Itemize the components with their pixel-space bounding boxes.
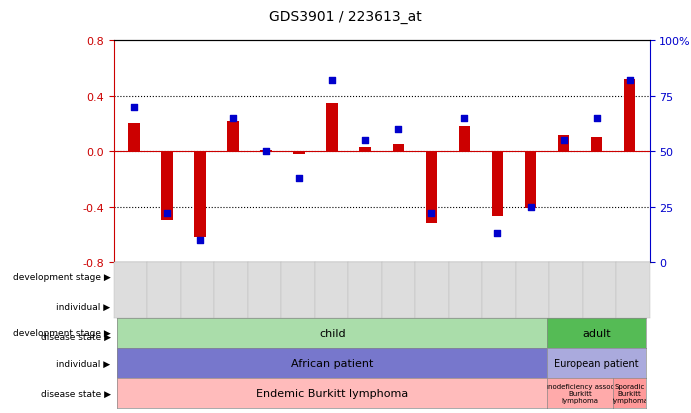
Bar — [624, 80, 636, 152]
Bar — [227, 121, 239, 152]
Point — [492, 230, 503, 237]
Text: development stage ▶: development stage ▶ — [13, 329, 111, 337]
Point — [261, 149, 272, 155]
Bar — [392, 145, 404, 152]
Bar — [459, 127, 470, 152]
Point — [624, 78, 635, 84]
Text: individual ▶: individual ▶ — [57, 302, 111, 311]
Bar — [326, 103, 338, 152]
Text: GDS3901 / 223613_at: GDS3901 / 223613_at — [269, 10, 422, 24]
Point — [194, 237, 205, 244]
Point — [558, 138, 569, 144]
Text: child: child — [319, 328, 346, 338]
Bar — [524, 152, 536, 209]
Bar — [261, 150, 272, 152]
Point — [294, 175, 305, 182]
Point — [360, 138, 371, 144]
Text: development stage ▶: development stage ▶ — [13, 273, 111, 282]
Text: disease state ▶: disease state ▶ — [41, 332, 111, 341]
Text: adult: adult — [583, 328, 611, 338]
Bar — [492, 152, 503, 217]
Point — [162, 210, 173, 217]
Point — [426, 210, 437, 217]
Text: Endemic Burkitt lymphoma: Endemic Burkitt lymphoma — [256, 388, 408, 399]
Point — [227, 115, 238, 122]
Point — [525, 204, 536, 210]
Point — [459, 115, 470, 122]
Text: African patient: African patient — [291, 358, 373, 368]
Bar — [161, 152, 173, 221]
Point — [392, 126, 404, 133]
Text: Immunodeficiency associated
Burkitt
lymphoma: Immunodeficiency associated Burkitt lymp… — [528, 383, 632, 404]
Text: disease state ▶: disease state ▶ — [41, 389, 111, 398]
Bar — [194, 152, 206, 237]
Point — [591, 115, 602, 122]
Bar — [359, 147, 371, 152]
Point — [129, 104, 140, 111]
Bar — [591, 138, 603, 152]
Text: Sporadic
Burkitt
lymphoma: Sporadic Burkitt lymphoma — [612, 383, 648, 404]
Text: individual ▶: individual ▶ — [57, 359, 111, 368]
Bar — [426, 152, 437, 223]
Text: European patient: European patient — [554, 358, 639, 368]
Bar — [128, 124, 140, 152]
Point — [327, 78, 338, 84]
Bar — [558, 135, 569, 152]
Bar — [294, 152, 305, 154]
